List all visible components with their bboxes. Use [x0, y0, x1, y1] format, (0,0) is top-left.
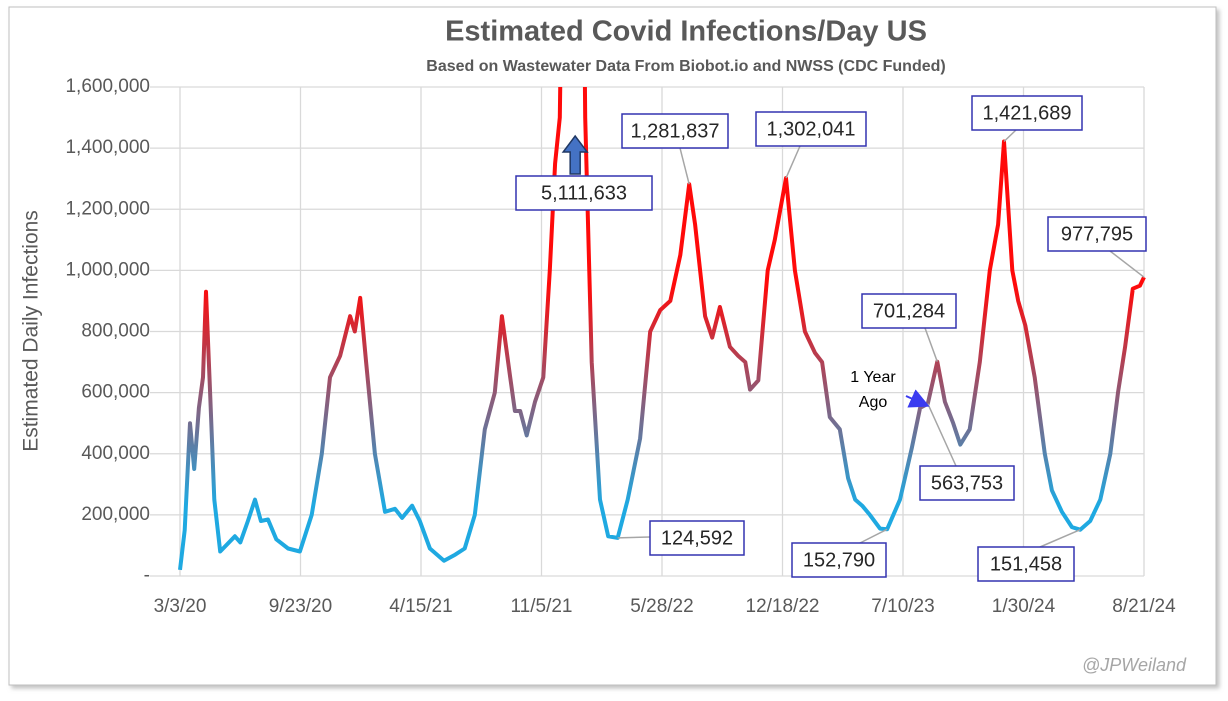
- y-tick-label: 1,000,000: [65, 259, 150, 280]
- annotation-label: 1,421,689: [983, 102, 1072, 124]
- y-tick-label: 1,600,000: [65, 76, 150, 97]
- plot-area: [178, 87, 1146, 571]
- annotation-label: 124,592: [661, 527, 733, 549]
- annotation-label: 701,284: [873, 300, 945, 322]
- note-arrow: [905, 389, 930, 408]
- x-tick-label: 11/5/21: [511, 596, 573, 617]
- annotation-box: [971, 95, 1083, 131]
- note-text: 1 Year: [850, 369, 896, 386]
- y-tick-label: -: [144, 565, 150, 586]
- x-tick-label: 8/21/24: [1112, 596, 1176, 617]
- annotation-label: 563,753: [931, 472, 1003, 494]
- annotation-leader: [924, 327, 938, 362]
- y-tick-label: 800,000: [81, 321, 150, 342]
- annotation-leader: [927, 403, 957, 467]
- data-line: [178, 87, 1146, 571]
- x-tick-label: 12/18/22: [746, 596, 820, 617]
- annotation-leader: [1039, 529, 1081, 548]
- x-tick-label: 5/28/22: [630, 596, 693, 617]
- annotation-leader: [859, 528, 888, 544]
- annotation-box: [1047, 216, 1147, 252]
- y-tick-label: 400,000: [81, 443, 150, 464]
- annotation-leader: [617, 536, 651, 539]
- annotation-label: 152,790: [803, 549, 875, 571]
- note-text: Ago: [859, 394, 888, 411]
- x-tick-label: 4/15/21: [389, 596, 452, 617]
- annotation-leader: [1109, 250, 1145, 278]
- x-tick-label: 9/23/20: [269, 596, 332, 617]
- annotation-box: [861, 293, 957, 329]
- x-tick-label: 1/30/24: [992, 596, 1056, 617]
- y-tick-label: 200,000: [81, 504, 150, 525]
- annotation-box: [791, 542, 887, 578]
- annotation-arrow: [561, 134, 589, 175]
- annotation-box: [755, 111, 867, 147]
- credit: @JPWeiland: [1082, 655, 1187, 675]
- annotation-label: 151,458: [990, 553, 1062, 575]
- annotation-label: 1,302,041: [767, 118, 856, 140]
- x-tick-label: 7/10/23: [871, 596, 934, 617]
- y-tick-label: 600,000: [81, 382, 150, 403]
- y-tick-label: 1,400,000: [65, 137, 150, 158]
- y-tick-label: 1,200,000: [65, 198, 150, 219]
- chart-subtitle: Based on Wastewater Data From Biobot.io …: [426, 58, 945, 75]
- annotation-box: [649, 520, 745, 556]
- annotation-label: 5,111,633: [541, 182, 627, 204]
- y-axis-title: Estimated Daily Infections: [20, 210, 43, 452]
- annotation-label: 1,281,837: [631, 120, 720, 142]
- annotation-box: [977, 546, 1075, 582]
- annotation-box: [919, 465, 1015, 501]
- annotation-leader: [785, 145, 801, 179]
- annotations: 5,111,633 124,592 1,281,837 1,302,041 152,79…: [515, 95, 1147, 582]
- annotation-box: [621, 113, 729, 149]
- x-tick-label: 3/3/20: [154, 596, 207, 617]
- annotation-box: [515, 175, 653, 211]
- annotation-leader: [679, 147, 690, 185]
- annotation-label: 977,795: [1061, 223, 1133, 245]
- chart-title: Estimated Covid Infections/Day US: [445, 16, 927, 48]
- annotation-leader: [1003, 129, 1017, 143]
